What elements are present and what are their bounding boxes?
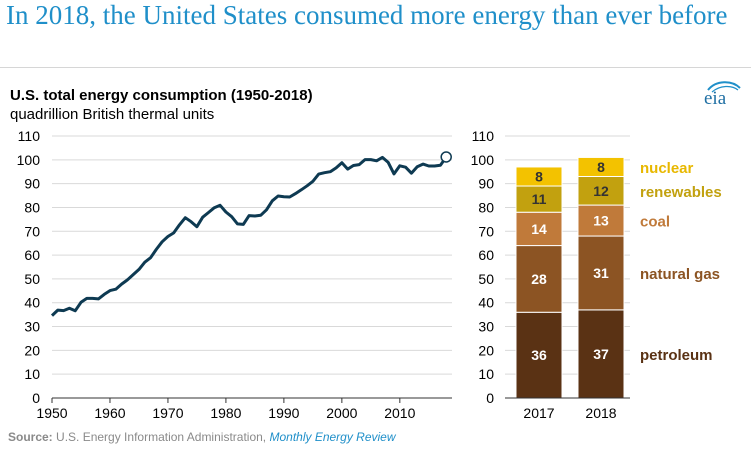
line-chart-x-tick-label: 1970	[152, 405, 183, 421]
chart-title: U.S. total energy consumption (1950-2018…	[10, 87, 313, 104]
bar-data-label: 13	[593, 213, 609, 229]
line-chart-y-tick-label: 80	[24, 199, 40, 215]
bar-data-label: 36	[531, 347, 547, 363]
bar-chart-y-tick-label: 30	[478, 319, 494, 335]
headline: In 2018, the United States consumed more…	[6, 0, 728, 30]
bar-segment-nuclear-2018	[577, 156, 625, 177]
legend-label-nuclear: nuclear	[640, 160, 694, 177]
line-chart-x-tick-label: 2000	[326, 405, 357, 421]
bar-chart-y-tick-label: 110	[472, 128, 495, 144]
bar-data-label: 8	[535, 168, 543, 184]
line-chart-y-tick-label: 40	[24, 295, 40, 311]
bar-chart-y-tick-label: 40	[478, 295, 494, 311]
bar-data-label: 14	[531, 221, 547, 237]
bar-segment-nuclear-2017	[515, 166, 563, 187]
line-chart-y-tick-label: 60	[24, 247, 40, 263]
legend-label-petroleum: petroleum	[640, 347, 713, 364]
line-chart-x-tick-label: 2010	[384, 405, 415, 421]
line-chart-y-tick-label: 0	[32, 390, 40, 406]
legend-label-natural-gas: natural gas	[640, 266, 720, 283]
bar-segment-petroleum-2017	[515, 311, 563, 399]
source-publication-link[interactable]: Monthly Energy Review	[269, 430, 396, 444]
line-chart-x-tick-label: 1950	[36, 405, 67, 421]
bar-chart-y-tick-label: 10	[478, 366, 494, 382]
bar-chart-y-tick-label: 80	[478, 199, 494, 215]
bar-segment-coal-2018	[577, 204, 625, 237]
line-chart-x-tick-label: 1990	[268, 405, 299, 421]
line-chart-highlight-point	[440, 151, 452, 163]
line-chart-x-tick-label: 1980	[210, 405, 241, 421]
bar-segment-renewables-2017	[515, 185, 563, 213]
bar-segment-natural-gas-2017	[515, 245, 563, 313]
eia-logo-icon	[707, 81, 741, 93]
source-note: Source: U.S. Energy Information Administ…	[8, 430, 396, 444]
eia-logo-text: eia	[704, 88, 727, 109]
line-chart-y-tick-label: 50	[24, 271, 40, 287]
bar-chart-y-tick-label: 60	[478, 247, 494, 263]
line-chart-y-tick-label: 70	[24, 223, 40, 239]
bar-segment-natural-gas-2018	[577, 235, 625, 311]
line-chart-y-tick-label: 100	[17, 152, 41, 168]
line-chart-y-tick-label: 20	[24, 342, 40, 358]
bar-chart-y-tick-label: 0	[486, 390, 494, 406]
line-chart-x-tick-label: 1960	[94, 405, 125, 421]
bar-chart-y-tick-label: 50	[478, 271, 494, 287]
bar-data-label: 12	[593, 183, 609, 199]
bar-segment-renewables-2018	[577, 175, 625, 206]
line-chart-y-tick-label: 10	[24, 366, 40, 382]
line-chart-y-tick-label: 30	[24, 319, 40, 335]
bar-chart-x-tick-label: 2017	[523, 405, 554, 421]
line-chart-y-tick-label: 110	[18, 128, 41, 144]
bar-chart-y-tick-label: 70	[478, 223, 494, 239]
bar-data-label: 37	[593, 346, 609, 362]
bar-chart-y-tick-label: 100	[471, 152, 495, 168]
source-text: U.S. Energy Information Administration,	[56, 430, 267, 444]
line-chart-y-tick-label: 90	[24, 176, 40, 192]
bar-data-label: 8	[597, 159, 605, 175]
source-label: Source:	[8, 430, 53, 444]
bar-data-label: 28	[531, 271, 547, 287]
bar-segment-coal-2017	[515, 211, 563, 247]
legend-label-coal: coal	[640, 214, 670, 231]
bar-data-label: 31	[593, 265, 609, 281]
bar-chart-y-tick-label: 90	[478, 176, 494, 192]
divider	[0, 67, 751, 68]
bar-chart-y-tick-label: 20	[478, 342, 494, 358]
legend-label-renewables: renewables	[640, 184, 722, 201]
chart-subtitle: quadrillion British thermal units	[10, 106, 215, 123]
line-chart-series-consumption	[50, 155, 448, 317]
bar-chart-x-tick-label: 2018	[585, 405, 616, 421]
bar-data-label: 11	[532, 191, 547, 207]
